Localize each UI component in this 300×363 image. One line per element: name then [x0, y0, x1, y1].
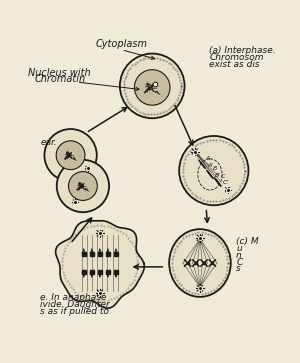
Text: Chromatin: Chromatin — [34, 74, 86, 84]
Text: B': B' — [214, 173, 220, 178]
Text: Cytoplasm: Cytoplasm — [95, 38, 147, 49]
Text: u: u — [236, 244, 242, 253]
Text: A': A' — [207, 163, 213, 168]
Text: e. In anaphase: e. In anaphase — [40, 293, 106, 302]
Text: C: C — [236, 258, 242, 266]
Text: A: A — [205, 156, 210, 161]
Circle shape — [120, 54, 184, 118]
Text: s: s — [236, 265, 241, 273]
Text: Chromosom: Chromosom — [209, 53, 264, 62]
Circle shape — [179, 136, 248, 205]
Text: C: C — [221, 174, 225, 179]
Ellipse shape — [169, 229, 231, 297]
Text: (c) M: (c) M — [236, 237, 259, 246]
Circle shape — [44, 129, 97, 182]
Circle shape — [68, 172, 97, 200]
Text: ear.: ear. — [40, 138, 57, 147]
Circle shape — [134, 70, 170, 105]
Text: exist as dis: exist as dis — [209, 60, 260, 69]
Text: n: n — [236, 250, 242, 260]
Text: (a) Interphase.: (a) Interphase. — [209, 46, 276, 55]
Polygon shape — [56, 221, 144, 308]
Circle shape — [57, 160, 109, 212]
Text: ivide. Daughter: ivide. Daughter — [40, 300, 110, 309]
Text: Nucleus with: Nucleus with — [28, 68, 91, 78]
Text: C': C' — [222, 180, 228, 185]
Circle shape — [56, 141, 85, 170]
Text: s as if pulled to: s as if pulled to — [40, 307, 109, 316]
Text: B: B — [213, 166, 217, 171]
